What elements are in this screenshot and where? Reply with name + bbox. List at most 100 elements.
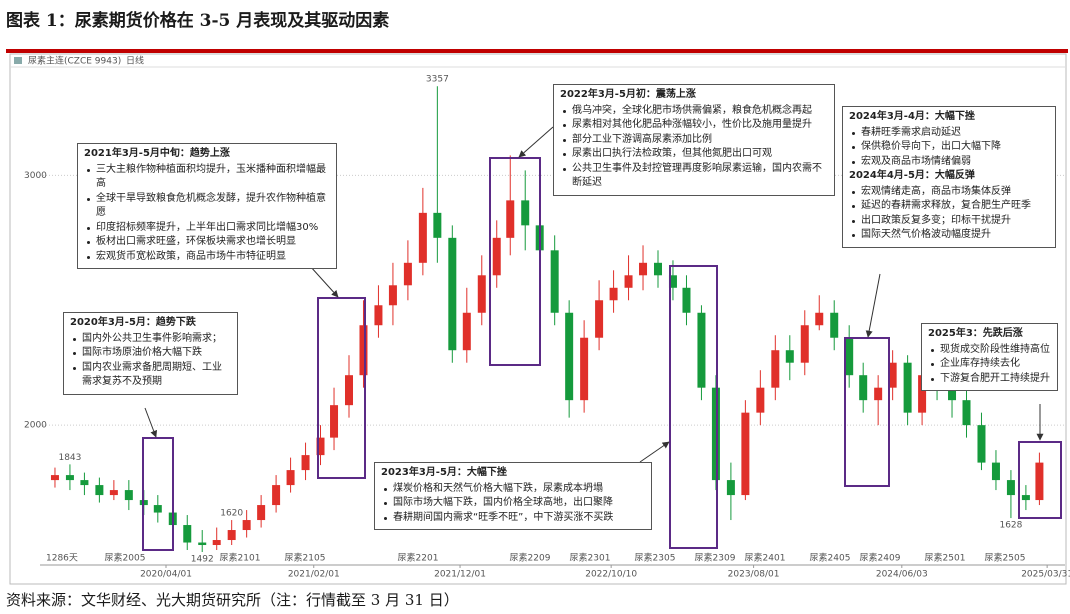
candle-body — [286, 470, 295, 486]
annotation-item: 国内农业需求备肥周期短、工业需求复苏不及预期 — [70, 361, 231, 390]
candle-body — [403, 262, 412, 286]
candle-body — [330, 405, 339, 438]
annotation-item: 三大主粮作物种植面积均提升，玉米播种面积增幅最高 — [84, 163, 330, 192]
candle-body — [903, 362, 912, 413]
annotation-item: 国际市场原油价格大幅下跌 — [70, 346, 231, 361]
annotation-box: 2024年3月-4月：大幅下挫春耕旺季需求启动延迟 保供稳价导向下，出口大幅下降宏… — [842, 106, 1056, 248]
annotation-item: 宏观及商品市场情绪偏弱 — [849, 155, 1049, 170]
candle-body — [580, 337, 589, 401]
candle-body — [1006, 480, 1015, 496]
annotation-item: 尿素相对其他化肥品种涨幅较小，性价比及施用量提升 — [560, 118, 828, 133]
x-tick-label: 2023/08/01 — [728, 570, 780, 580]
arrow — [865, 273, 881, 338]
annotation-box: 2022年3月-5月初：震荡上涨俄乌冲突，全球化肥市场供需偏紧，粮食危机概念再起… — [553, 84, 835, 196]
candle-body — [741, 412, 750, 496]
chart-period: 日线 — [126, 55, 144, 67]
annotation-item: 企业库存持续去化 — [928, 357, 1051, 372]
source-note: 资料来源：文华财经、光大期货研究所（注：行情截至 3 月 31 日） — [6, 591, 459, 609]
candle-body — [771, 350, 780, 388]
price-label: 3357 — [426, 75, 449, 85]
candle-body — [448, 237, 457, 351]
candle-body — [492, 237, 501, 276]
x-tick-label: 2020/04/01 — [140, 570, 192, 580]
candle-body — [50, 475, 59, 481]
highlight-box — [1018, 441, 1062, 519]
annotation-item: 俄乌冲突，全球化肥市场供需偏紧，粮食危机概念再起 — [560, 104, 828, 119]
annotation-item: 下游复合肥开工持续提升 — [928, 372, 1051, 387]
candle-body — [815, 312, 824, 326]
candle-body — [1035, 462, 1044, 501]
candle-body — [462, 312, 471, 351]
candle-body — [344, 375, 353, 406]
contract-label: 尿素2301 — [570, 552, 611, 564]
annotation-item: 保供稳价导向下，出口大幅下降 — [849, 140, 1049, 155]
annotation-box: 2020年3月-5月：趋势下跌 国内外公共卫生事件影响需求； 国际市场原油价格大幅下… — [63, 312, 238, 395]
x-tick-label: 2022/10/10 — [585, 570, 637, 580]
annotation-item: 国际市场大幅下跌，国内价格全球高地，出口聚降 — [381, 496, 645, 511]
x-tick-label: 2021/12/01 — [434, 570, 486, 580]
candle-body — [888, 362, 897, 388]
contract-label: 尿素2305 — [635, 552, 676, 564]
candle-body — [845, 337, 854, 376]
candle-body — [711, 387, 720, 481]
arrow — [309, 265, 339, 298]
candle-body — [653, 262, 662, 276]
annotation-box: 2023年3月-5月：大幅下挫 煤炭价格和天然气价格大幅下跌，尿素成本坍塌 国际市场… — [374, 462, 652, 530]
contract-label: 尿素2409 — [860, 552, 901, 564]
x-tick-label: 2021/02/01 — [288, 570, 340, 580]
contract-label: 尿素2505 — [985, 552, 1026, 564]
candle-body — [962, 400, 971, 426]
annotation-title: 2022年3月-5月初：震荡上涨 — [560, 89, 696, 100]
x-tick-label: 2024/06/03 — [876, 570, 928, 580]
candle-body — [477, 275, 486, 313]
candle-body — [109, 490, 118, 496]
annotation-item: 春耕期间国内需求“旺季不旺”，中下游买涨不买跌 — [381, 511, 645, 526]
price-label: 1843 — [58, 453, 81, 463]
candle-body — [948, 387, 957, 401]
header-icon — [14, 57, 22, 64]
candle-body — [726, 480, 735, 496]
candle-body — [374, 305, 383, 326]
annotation-title: 2025年3：先跌后涨 — [928, 328, 1023, 339]
annotation-item: 煤炭价格和天然气价格大幅下跌，尿素成本坍塌 — [381, 482, 645, 497]
candle-body — [433, 212, 442, 238]
annotation-item: 现货成交阶段性维持高位 — [928, 343, 1051, 358]
annotation-item: 印度招标频率提升，上半年出口需求同比增幅30% — [84, 221, 330, 236]
arrow — [639, 441, 670, 463]
contract-label: 尿素2501 — [925, 552, 966, 564]
annotation-item: 国际天然气价格波动幅度提升 — [849, 228, 1049, 243]
candle-body — [918, 375, 927, 413]
contract-label: 尿素2105 — [285, 552, 326, 564]
contract-label: 尿素2401 — [745, 552, 786, 564]
candle-body — [830, 312, 839, 338]
highlight-box — [489, 157, 541, 366]
contract-label: 尿素2005 — [105, 552, 146, 564]
candle-body — [257, 505, 266, 521]
candle-body — [859, 375, 868, 401]
candle-body — [227, 530, 236, 541]
candle-body — [65, 475, 74, 481]
candle-body — [272, 485, 281, 506]
annotation-item: 出口政策反复多变；印标干扰提升 — [849, 214, 1049, 229]
annotation-title: 2024年3月-4月：大幅下挫 — [849, 111, 975, 122]
candle-body — [359, 325, 368, 376]
y-tick-label: 2000 — [24, 421, 47, 431]
price-label: 1492 — [191, 555, 214, 565]
highlight-box — [669, 265, 718, 549]
candle-body — [212, 540, 221, 546]
contract-label: 尿素2209 — [510, 552, 551, 564]
candle-body — [682, 287, 691, 313]
price-label: 1620 — [220, 509, 243, 519]
annotation-title: 2020年3月-5月：趋势下跌 — [70, 317, 196, 328]
candle-body — [316, 437, 325, 456]
candle-body — [183, 525, 192, 543]
annotation-item: 板材出口需求旺盛，环保板块需求也增长明显 — [84, 235, 330, 250]
candle-body — [95, 485, 104, 496]
annotation-item: 全球干旱导致粮食危机概念发酵，提升农作物种植意愿 — [84, 192, 330, 221]
corner-label: 1286天 — [46, 554, 78, 564]
annotation-item: 宏观货币宽松政策，商品市场牛市特征明显 — [84, 250, 330, 265]
candle-body — [609, 287, 618, 301]
annotation-item: 春耕旺季需求启动延迟 — [849, 126, 1049, 141]
candle-body — [1021, 495, 1030, 501]
